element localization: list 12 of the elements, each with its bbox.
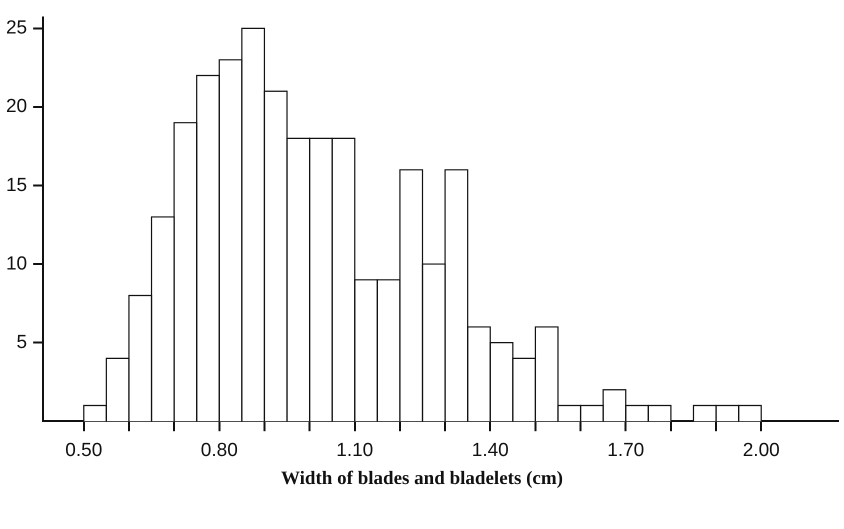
x-axis-title: Width of blades and bladelets (cm) [280, 468, 564, 490]
y-tick-label: 10 [6, 253, 28, 274]
x-tick-label: 1.70 [607, 440, 644, 461]
y-tick-label: 5 [16, 332, 28, 353]
y-tick-label: 25 [6, 18, 28, 39]
x-tick-label: 0.80 [200, 440, 238, 461]
x-tick-label: 1.10 [336, 440, 374, 461]
x-tick-label: 2.00 [742, 440, 780, 461]
y-tick-label: 20 [6, 96, 28, 118]
x-tick-label: 0.50 [65, 440, 102, 461]
y-tick-label: 15 [6, 174, 28, 196]
x-tick-label: 1.40 [472, 440, 509, 461]
